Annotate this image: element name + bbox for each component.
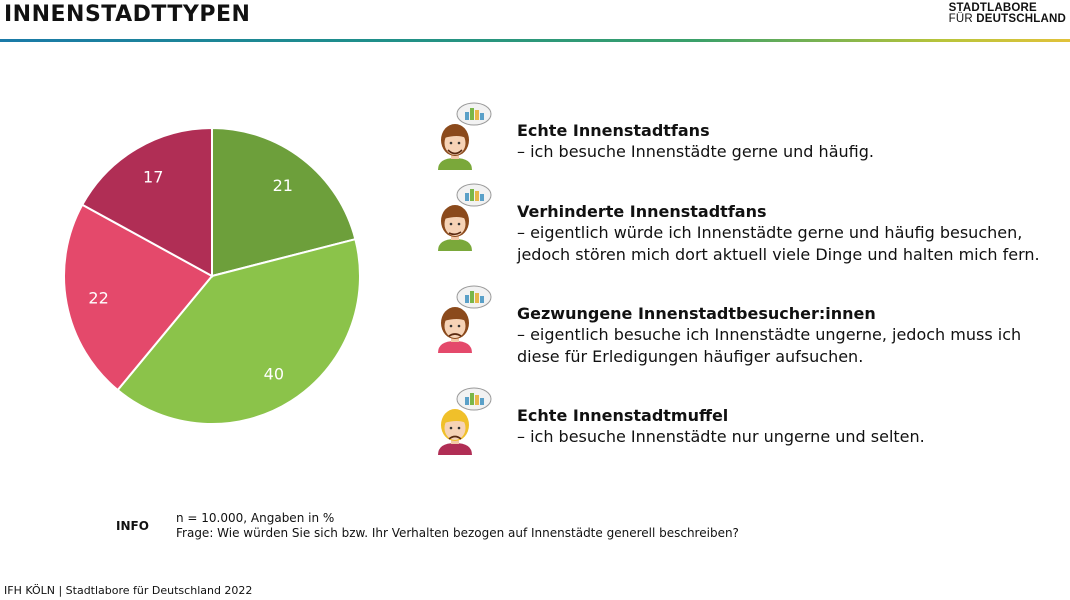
page-title: INNENSTADTTYPEN xyxy=(4,2,251,27)
legend-text-1: Echte Innenstadtfans – ich besuche Innens… xyxy=(517,120,1070,163)
legend-text-4: Echte Innenstadtmuffel – ich besuche Inne… xyxy=(517,405,1070,448)
legend-title-2: Verhinderte Innenstadtfans xyxy=(517,202,767,221)
legend-title-1: Echte Innenstadtfans xyxy=(517,121,710,140)
frustrated-person-icon xyxy=(428,283,494,353)
footer-source: IFH KÖLN | Stadtlabore für Deutschland 2… xyxy=(4,584,253,597)
brand-logo: STADTLABORE FÜR DEUTSCHLAND xyxy=(948,2,1066,25)
pie-slice-label-3: 22 xyxy=(88,289,108,308)
pie-slice-label-2: 40 xyxy=(264,364,284,383)
legend-desc-1-1: – ich besuche Innenstädte gerne und häuf… xyxy=(517,142,874,161)
pie-slice-4 xyxy=(80,126,213,278)
pie-slice-1 xyxy=(211,126,357,278)
pie-chart: 21 40 22 17 xyxy=(62,126,362,426)
info-text: n = 10.000, Angaben in % Frage: Wie würd… xyxy=(176,511,739,541)
legend-desc-4-1: – ich besuche Innenstädte nur ungerne un… xyxy=(517,427,925,446)
happy-person-icon xyxy=(428,100,494,170)
info-question: Frage: Wie würden Sie sich bzw. Ihr Verh… xyxy=(176,526,739,540)
brand-line-2a: FÜR xyxy=(948,13,977,25)
grumpy-person-icon xyxy=(428,385,494,455)
thoughtful-person-icon xyxy=(428,181,494,251)
pie-slice-label-4: 17 xyxy=(143,168,163,187)
legend-desc-2-1: – eigentlich würde ich Innenstädte gerne… xyxy=(517,223,1023,242)
legend-text-2: Verhinderte Innenstadtfans – eigentlich w… xyxy=(517,201,1070,266)
info-label: INFO xyxy=(116,519,149,533)
header-rule xyxy=(0,39,1070,42)
info-sample-size: n = 10.000, Angaben in % xyxy=(176,511,335,525)
legend-title-3: Gezwungene Innenstadtbesucher:innen xyxy=(517,304,876,323)
legend-title-4: Echte Innenstadtmuffel xyxy=(517,406,729,425)
legend-desc-2-2: jedoch stören mich dort aktuell viele Di… xyxy=(517,245,1040,264)
pie-slice-3 xyxy=(63,203,214,392)
pie-chart-svg: 21 40 22 17 xyxy=(63,126,361,425)
brand-line-2b: DEUTSCHLAND xyxy=(976,13,1066,25)
legend-text-3: Gezwungene Innenstadtbesucher:innen – eig… xyxy=(517,303,1070,368)
brand-line-2: FÜR DEUTSCHLAND xyxy=(948,13,1066,25)
pie-slice-label-1: 21 xyxy=(273,176,293,195)
legend-desc-3-1: – eigentlich besuche ich Innenstädte ung… xyxy=(517,325,1022,344)
legend-desc-3-2: diese für Erledigungen häufiger aufsuche… xyxy=(517,347,864,366)
brand-line-1: STADTLABORE xyxy=(948,2,1037,14)
pie-slice-2 xyxy=(116,237,361,425)
